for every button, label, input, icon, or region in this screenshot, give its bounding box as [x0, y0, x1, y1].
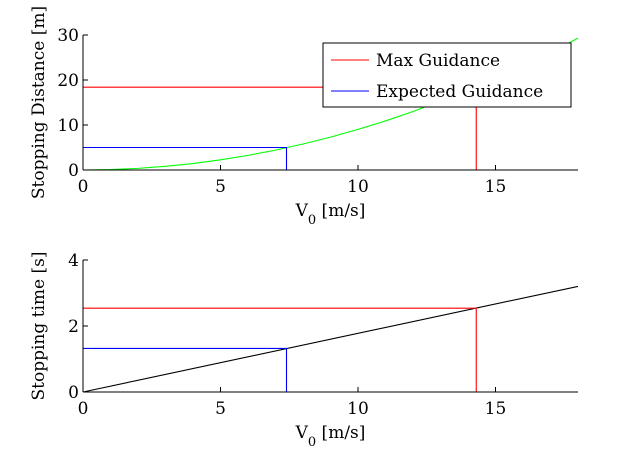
x-tick-label: 0	[78, 177, 89, 197]
series-2-line	[83, 307, 477, 392]
legend: Max Guidance Expected Guidance	[322, 42, 572, 108]
x-axis-label: V0 [m/s]	[295, 423, 366, 450]
legend-box	[322, 42, 572, 108]
x-axis-label-main: V	[295, 201, 309, 221]
x-tick-label: 0	[78, 399, 89, 419]
y-tick-label: 0	[68, 383, 79, 403]
y-axis-label: Stopping Distance [m]	[29, 6, 49, 199]
x-axis-label-unit: [m/s]	[316, 423, 365, 443]
x-tick-label: 10	[347, 177, 369, 197]
x-tick-label: 10	[347, 399, 369, 419]
expected-guidance-line	[83, 146, 288, 170]
y-tick-label: 4	[68, 251, 79, 271]
x-tick-label: 5	[215, 399, 226, 419]
y-axis-label: Stopping time [s]	[29, 252, 49, 401]
x-axis-label-main: V	[295, 423, 309, 443]
legend-entry-label: Expected Guidance	[376, 82, 543, 102]
y-tick-label: 20	[57, 71, 79, 91]
series-3-line	[83, 347, 288, 392]
x-tick-label: 15	[485, 399, 507, 419]
x-tick-label: 5	[215, 177, 226, 197]
plot-area	[83, 285, 578, 392]
x-axis-label: V0 [m/s]	[295, 201, 366, 228]
x-axis-label-subscript: 0	[308, 435, 316, 450]
y-tick-label: 30	[57, 26, 79, 46]
y-tick-label: 0	[68, 161, 79, 181]
x-axis-label-subscript: 0	[308, 213, 316, 228]
series-1-line	[83, 285, 578, 392]
x-axis-label-unit: [m/s]	[316, 201, 365, 221]
x-tick-label: 15	[485, 177, 507, 197]
y-tick-label: 10	[57, 116, 79, 136]
legend-entry-label: Max Guidance	[376, 51, 500, 71]
y-tick-label: 2	[68, 317, 79, 337]
